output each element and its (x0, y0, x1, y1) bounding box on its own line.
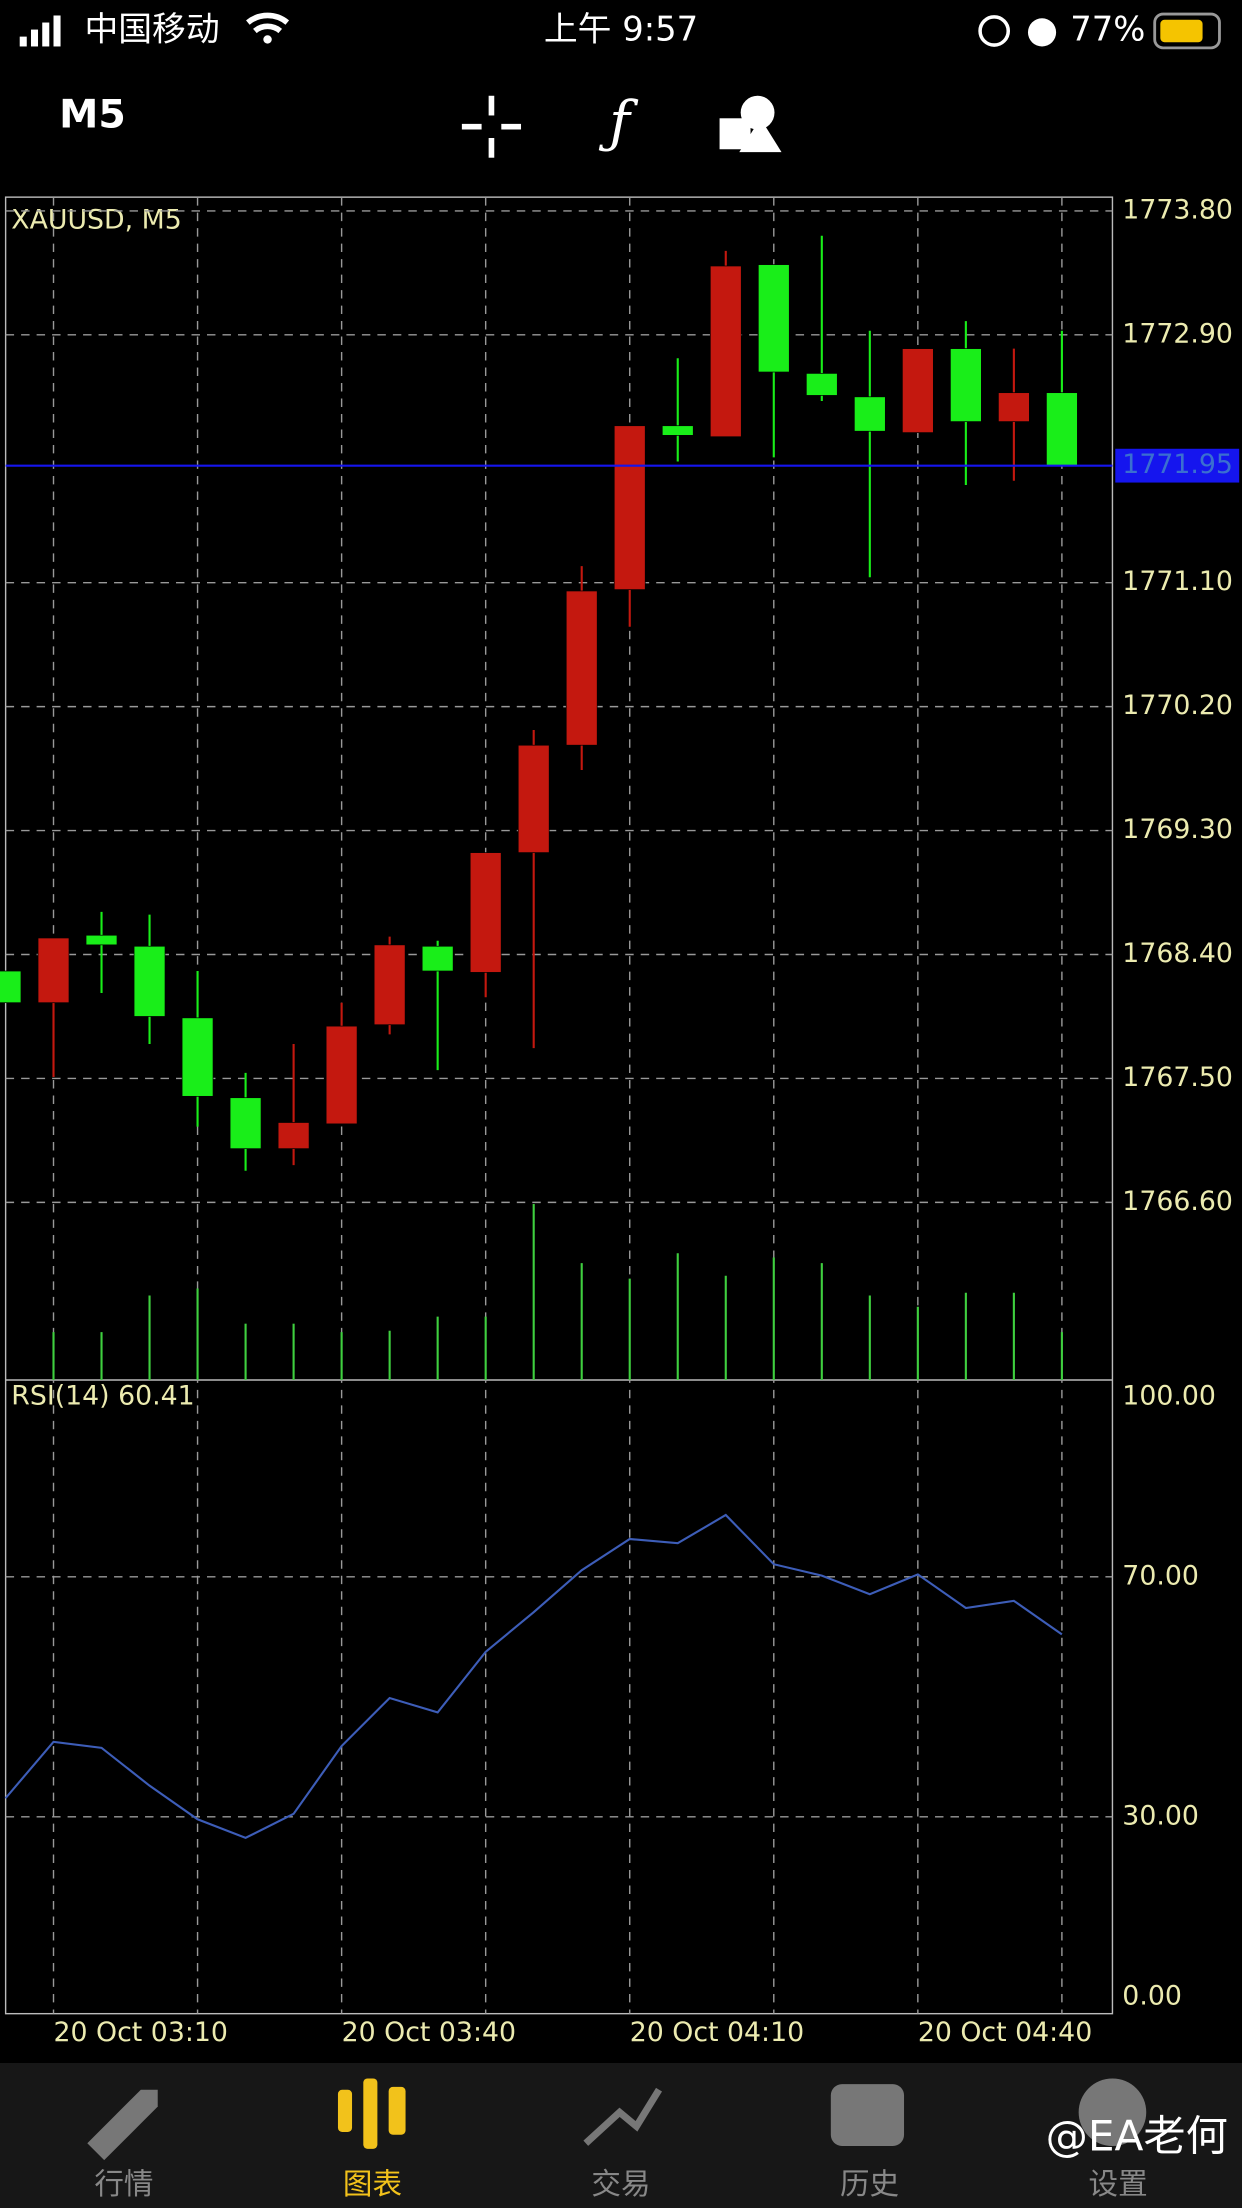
x-tick-label: 20 Oct 04:10 (630, 2017, 804, 2048)
wifi-icon (246, 12, 290, 34)
wifi-dot (263, 35, 272, 44)
candle-body (133, 945, 166, 1017)
battery-frame (1153, 12, 1221, 50)
candle-body (373, 944, 406, 1026)
y-tick-label: 1766.60 (1122, 1186, 1233, 1217)
candle-body (181, 1017, 214, 1097)
chart-frame (4, 196, 1114, 2015)
candle-body (1046, 392, 1078, 467)
candle-body (661, 425, 694, 436)
tab-icons (87, 2078, 1147, 2161)
rsi-line (4, 1513, 1063, 1840)
candle-body (613, 425, 646, 590)
tab-label[interactable]: 历史 (840, 2167, 899, 2201)
y-tick-label: 1770.20 (1122, 690, 1233, 721)
crosshair-button[interactable] (461, 95, 522, 158)
tab-label[interactable]: 图表 (343, 2167, 402, 2201)
carrier: 中国移动 (84, 9, 219, 48)
candle-body (853, 396, 886, 432)
x-tick-label: 20 Oct 03:10 (54, 2017, 228, 2048)
battery-percent: 77% (1070, 9, 1145, 48)
candle-body (85, 934, 118, 946)
chart-title: XAUUSD, M5 (11, 205, 181, 236)
candle-body (709, 265, 742, 438)
candle-body (805, 373, 838, 396)
rotation-lock-icon (978, 15, 1011, 47)
candle-body (950, 348, 982, 422)
y-tick-label: 30.00 (1122, 1800, 1199, 1831)
clock: 上午 9:57 (544, 9, 698, 48)
y-tick-label: 0.00 (1122, 1980, 1182, 2011)
candle-body (229, 1097, 262, 1150)
x-tick-label: 20 Oct 03:40 (342, 2017, 516, 2048)
candle-body (517, 744, 550, 853)
timeframe-button[interactable]: M5 (59, 91, 126, 137)
x-tick-label: 20 Oct 04:40 (918, 2017, 1092, 2048)
signal-icon (19, 15, 61, 47)
candle-body (277, 1122, 310, 1150)
objects-button[interactable] (719, 95, 782, 153)
candle-body (37, 937, 70, 1004)
candle-body (469, 852, 502, 973)
tab-label[interactable]: 设置 (1089, 2167, 1148, 2201)
tab-bar (0, 2062, 1242, 2208)
y-tick-label: 1773.80 (1122, 194, 1233, 225)
y-tick-label: 1768.40 (1122, 938, 1233, 969)
candle-body (998, 392, 1030, 422)
candle-body (421, 945, 454, 972)
y-tick-label: 70.00 (1122, 1560, 1199, 1591)
tab-label[interactable]: 交易 (591, 2167, 650, 2201)
candle-body (325, 1025, 358, 1125)
y-tick-label: 100.00 (1122, 1380, 1216, 1411)
candle-body (0, 970, 22, 1004)
candle-body (565, 590, 598, 746)
y-tick-label: 1771.10 (1122, 566, 1233, 597)
tab-label[interactable]: 行情 (94, 2167, 153, 2201)
current-price-tag (1115, 448, 1240, 483)
watermark: @EA老何 (1046, 2112, 1228, 2161)
rsi-title: RSI(14) 60.41 (11, 1380, 194, 1411)
candle-body (757, 264, 790, 373)
current-price-label: 1771.95 (1122, 449, 1233, 480)
y-tick-label: 1767.50 (1122, 1062, 1233, 1093)
candle-body (901, 348, 934, 433)
alarm-icon (1027, 18, 1057, 47)
y-tick-label: 1772.90 (1122, 318, 1233, 349)
battery-level (1160, 19, 1203, 43)
y-tick-label: 1769.30 (1122, 814, 1233, 845)
